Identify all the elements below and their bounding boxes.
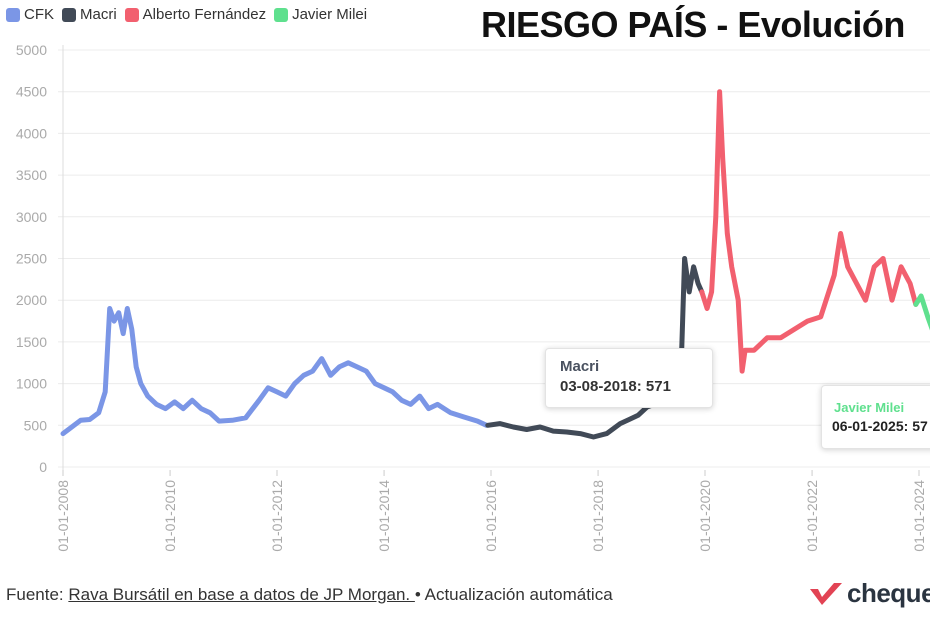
source-footer: Fuente: Rava Bursátil en base a datos de…	[6, 585, 613, 605]
y-tick-label: 1500	[16, 334, 47, 350]
y-tick-label: 3000	[16, 209, 47, 225]
legend-label: Macri	[80, 6, 117, 23]
tooltip-value: 57	[912, 418, 928, 434]
footer-suffix: • Actualización automática	[414, 585, 613, 604]
tooltip-value-line: 03-08-2018: 571	[560, 378, 671, 395]
tooltip-date: 06-01-2025	[832, 418, 904, 434]
legend-item-javier-milei[interactable]: Javier Milei	[274, 6, 367, 23]
y-tick-label: 0	[39, 459, 47, 475]
series-line-javier-milei[interactable]	[913, 293, 930, 384]
tooltip-date: 03-08-2018	[560, 378, 637, 395]
x-tick-label: 01-01-2018	[590, 480, 606, 552]
legend-label: Javier Milei	[292, 6, 368, 23]
legend-item-macri[interactable]: Macri	[62, 6, 117, 23]
x-tick-label: 01-01-2014	[376, 480, 392, 552]
y-tick-label: 2000	[16, 292, 47, 308]
legend-swatch	[62, 7, 76, 22]
legend-swatch	[124, 7, 139, 22]
source-link[interactable]: Rava Bursátil en base a datos de JP Morg…	[68, 585, 415, 604]
y-tick-label: 4500	[16, 84, 47, 100]
legend-swatch	[274, 7, 289, 22]
logo-text: cheque	[847, 578, 930, 608]
legend: CFK Macri Alberto Fernández Javier Milei	[6, 6, 367, 23]
tooltip-series-name: Javier Milei	[834, 400, 905, 415]
series-line-macri[interactable]	[485, 256, 705, 440]
grid	[58, 45, 930, 476]
tooltip-value-line: 06-01-2025: 57	[832, 418, 928, 434]
y-tick-label: 3500	[16, 167, 47, 183]
y-tick-label: 2500	[16, 251, 47, 267]
check-mark-icon	[810, 582, 842, 605]
tooltip-macri: Macri 03-08-2018: 571	[545, 348, 713, 408]
chart-title: RIESGO PAÍS - Evolución	[481, 4, 905, 45]
x-tick-label: 01-01-2022	[804, 480, 820, 552]
y-axis: 0 500 1000 1500 2000 2500 3000 3500 4000 4500 5000	[16, 42, 47, 475]
y-tick-label: 4000	[16, 125, 47, 141]
x-axis: 01-01-2008 01-01-2010 01-01-2012 01-01-2014…	[55, 480, 927, 552]
tooltip-series-name: Macri	[560, 358, 600, 375]
x-tick-label: 01-01-2010	[162, 480, 178, 552]
legend-label: CFK	[24, 6, 54, 23]
legend-item-alberto-fernandez[interactable]: Alberto Fernández	[124, 6, 267, 23]
x-tick-label: 01-01-2016	[483, 480, 499, 552]
series-group	[60, 89, 930, 440]
y-tick-label: 5000	[16, 42, 47, 58]
legend-swatch	[6, 7, 20, 22]
legend-item-cfk[interactable]: CFK	[6, 6, 54, 23]
series-line-cfk[interactable]	[60, 306, 489, 437]
x-tick-label: 01-01-2008	[55, 480, 71, 552]
brand-logo[interactable]: cheque	[808, 578, 930, 609]
footer-prefix: Fuente:	[6, 585, 69, 604]
y-tick-label: 500	[24, 417, 48, 433]
x-tick-label: 01-01-2012	[269, 480, 285, 552]
series-line-alberto-fernandez[interactable]	[699, 89, 919, 374]
tooltip-milei: Javier Milei 06-01-2025: 57	[821, 385, 930, 449]
y-tick-label: 1000	[16, 376, 47, 392]
tooltip-value: 571	[645, 378, 671, 395]
legend-label: Alberto Fernández	[142, 6, 267, 23]
x-tick-label: 01-01-2024	[911, 480, 927, 552]
x-tick-label: 01-01-2020	[697, 480, 713, 552]
